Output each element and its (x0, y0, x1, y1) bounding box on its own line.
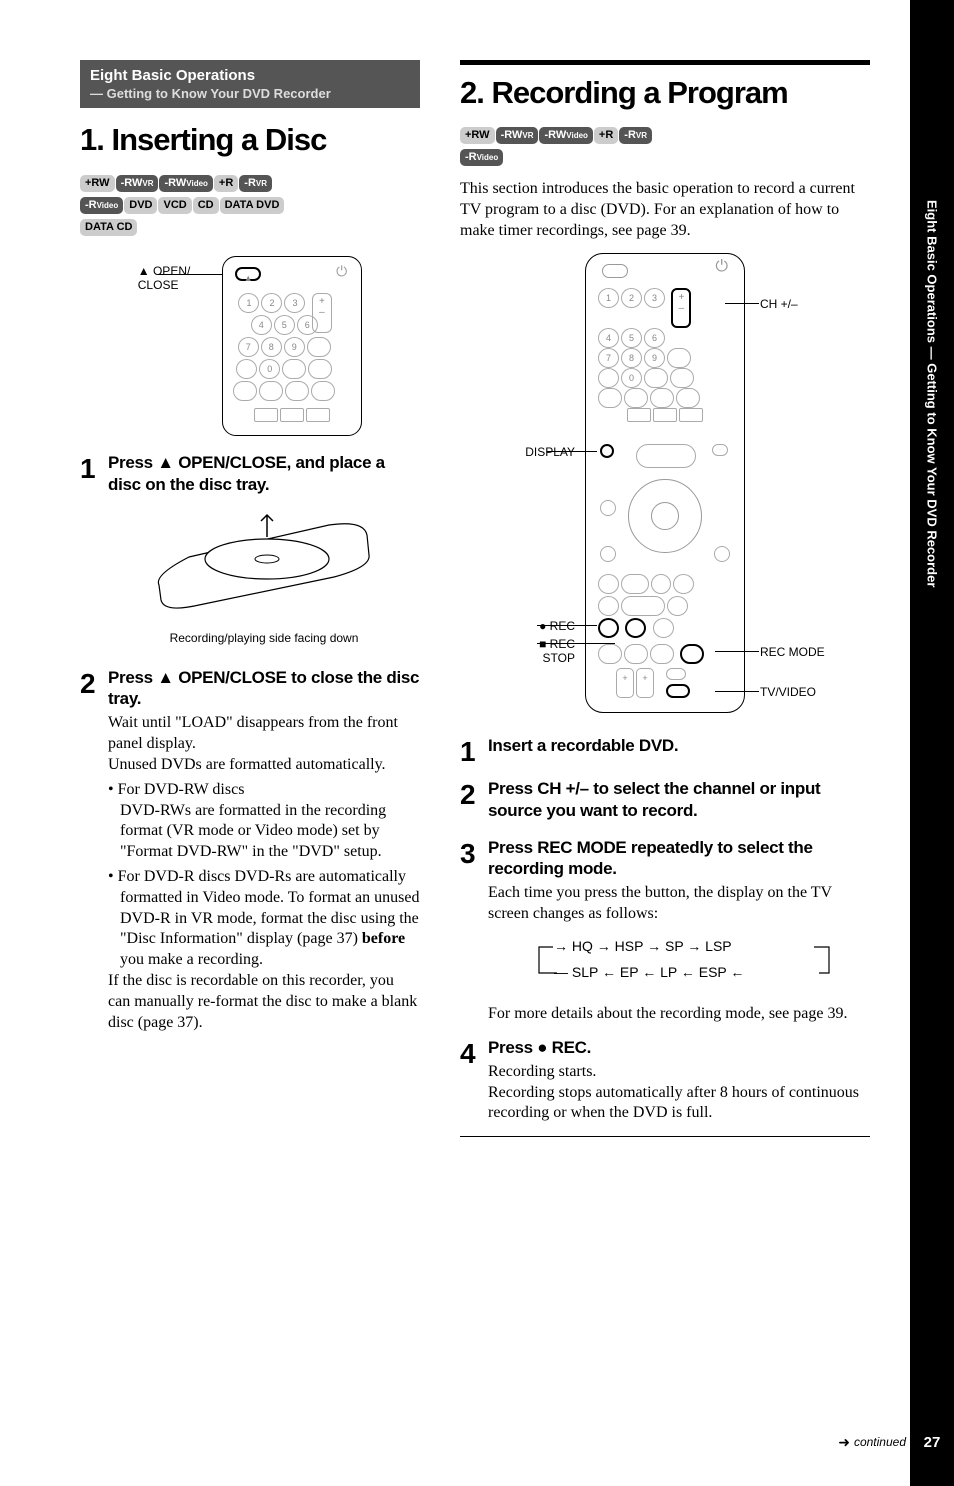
r-step-4-p1: Recording starts. (488, 1062, 870, 1083)
section-header-main: Eight Basic Operations (90, 66, 410, 86)
rec-button-icon (598, 618, 619, 638)
eject-icon (602, 264, 628, 278)
step-3-r: 3 Press REC MODE repeatedly to select th… (460, 837, 870, 1025)
format-badge: -RWVR (496, 127, 539, 144)
format-badge: CD (193, 197, 219, 214)
ch-button: +– (671, 288, 691, 328)
remote-outline: ▲ ⏻ 123 +– 456 789 0 (222, 256, 362, 436)
display-label: DISPLAY (485, 445, 575, 459)
badge-group-right: +RW-RWVR-RWVideo+R-RVR -RVideo (460, 127, 870, 167)
step-2-heading: Press ▲ OPEN/CLOSE to close the disc tra… (108, 667, 420, 710)
format-badge: -RVR (239, 175, 272, 192)
power-icon: ⏻ (336, 263, 347, 280)
display-button-icon (600, 444, 614, 458)
r-step-3-para: Each time you press the button, the disp… (488, 883, 870, 925)
step-number: 1 (80, 455, 108, 655)
step-number: 1 (460, 738, 488, 766)
r-step-4-head: Press ● REC. (488, 1037, 870, 1058)
rule (460, 60, 870, 65)
continued-label: continued (854, 1435, 906, 1449)
step-2-para: If the disc is recordable on this record… (108, 971, 420, 1033)
power-icon: ⏻ (715, 258, 728, 276)
format-badge: -RWVideo (539, 127, 592, 144)
badge-row: -RVideo (460, 149, 870, 167)
disc-caption: Recording/playing side facing down (108, 631, 420, 645)
r-step-3-para2: For more details about the recording mod… (488, 1004, 870, 1025)
section-header: Eight Basic Operations — Getting to Know… (80, 60, 420, 108)
rec-mode-label: REC MODE (760, 645, 825, 659)
step-1-heading: Press ▲ OPEN/CLOSE, and place a disc on … (108, 452, 420, 495)
step-2-bullet: For DVD-R discs DVD-Rs are automatically… (108, 867, 420, 971)
step-number: 3 (460, 840, 488, 1025)
step-number: 2 (460, 781, 488, 825)
keypad: 123 +– 456 789 0 (233, 293, 337, 403)
r-step-1-head: Insert a recordable DVD. (488, 735, 870, 756)
rule (460, 1136, 870, 1137)
page-footer: ➜ continued 27 (838, 1428, 954, 1456)
format-badge: DATA CD (80, 219, 137, 236)
intro-paragraph: This section introduces the basic operat… (460, 179, 870, 241)
format-badge: -RWVR (116, 175, 159, 192)
svg-text:→ HQ → HSP → SP → LSP: → HQ → HSP → SP → LSP (554, 938, 732, 954)
continued-arrow-icon: ➜ (838, 1434, 850, 1451)
side-tab-text: Eight Basic Operations — Getting to Know… (925, 200, 940, 587)
section-header-sub: — Getting to Know Your DVD Recorder (90, 86, 410, 103)
rec-stop-button-icon (625, 618, 646, 638)
format-badge: DATA DVD (220, 197, 285, 214)
step-2-para: Wait until "LOAD" disappears from the fr… (108, 713, 420, 755)
step-2-para: Unused DVDs are formatted automatically. (108, 755, 420, 776)
remote-diagram-small: ▲ OPEN/CLOSE ▲ ⏻ 123 +– 456 789 0 (100, 256, 400, 436)
svg-text:— SLP ← EP ← LP ← ESP ←: — SLP ← EP ← LP ← ESP ← (554, 964, 744, 980)
format-badge: VCD (158, 197, 191, 214)
keypad: 123 +– 456 789 0 (598, 288, 702, 408)
format-badge: -RVideo (460, 149, 503, 166)
badge-row: -RVideoDVDVCDCDDATA DVD (80, 196, 420, 214)
remote-outline: ⏻ 123 +– 456 789 0 (585, 253, 745, 713)
r-step-2-head: Press CH +/– to select the channel or in… (488, 778, 870, 821)
badge-row: +RW-RWVR-RWVideo+R-RVR (80, 174, 420, 192)
step-1-r: 1 Insert a recordable DVD. (460, 735, 870, 766)
format-badge: +R (214, 175, 238, 192)
step-1: 1 Press ▲ OPEN/CLOSE, and place a disc o… (80, 452, 420, 655)
disc-tray-illustration (149, 505, 379, 625)
remote-diagram-large: ⏻ 123 +– 456 789 0 (485, 253, 845, 723)
step-number: 2 (80, 670, 108, 1033)
rec-mode-button-icon (680, 644, 704, 664)
ch-label: CH +/– (760, 297, 798, 311)
open-close-label: ▲ OPEN/CLOSE (138, 264, 218, 292)
r-step-3-head: Press REC MODE repeatedly to select the … (488, 837, 870, 880)
format-badge: -RVideo (80, 197, 123, 214)
rec-label: ● REC (485, 619, 575, 633)
badge-row: +RW-RWVR-RWVideo+R-RVR (460, 127, 870, 145)
tv-video-button-icon (666, 684, 690, 698)
rec-stop-label: ■ RECSTOP (485, 637, 575, 665)
format-badge: -RWVideo (159, 175, 212, 192)
title-recording: 2. Recording a Program (460, 75, 870, 111)
page-number: 27 (910, 1428, 954, 1456)
format-badge: +RW (80, 175, 115, 192)
format-badge: +R (594, 127, 618, 144)
r-step-4-p2: Recording stops automatically after 8 ho… (488, 1083, 870, 1125)
step-2-r: 2 Press CH +/– to select the channel or … (460, 778, 870, 825)
step-2: 2 Press ▲ OPEN/CLOSE to close the disc t… (80, 667, 420, 1033)
step-2-bullet: For DVD-RW discsDVD-RWs are formatted in… (108, 780, 420, 863)
format-badge: -RVR (619, 127, 652, 144)
title-inserting-disc: 1. Inserting a Disc (80, 122, 420, 158)
step-4-r: 4 Press ● REC. Recording starts. Recordi… (460, 1037, 870, 1125)
badge-row: DATA CD (80, 218, 420, 236)
step-number: 4 (460, 1040, 488, 1125)
format-badge: DVD (124, 197, 157, 214)
eject-icon: ▲ (235, 267, 261, 281)
format-badge: +RW (460, 127, 495, 144)
rec-mode-cycle-diagram: → HQ → HSP → SP → LSP — SLP ← EP ← LP ← … (488, 933, 870, 996)
side-tab: Eight Basic Operations — Getting to Know… (910, 0, 954, 1486)
tv-video-label: TV/VIDEO (760, 685, 816, 699)
badge-group-left: +RW-RWVR-RWVideo+R-RVR -RVideoDVDVCDCDDA… (80, 174, 420, 236)
